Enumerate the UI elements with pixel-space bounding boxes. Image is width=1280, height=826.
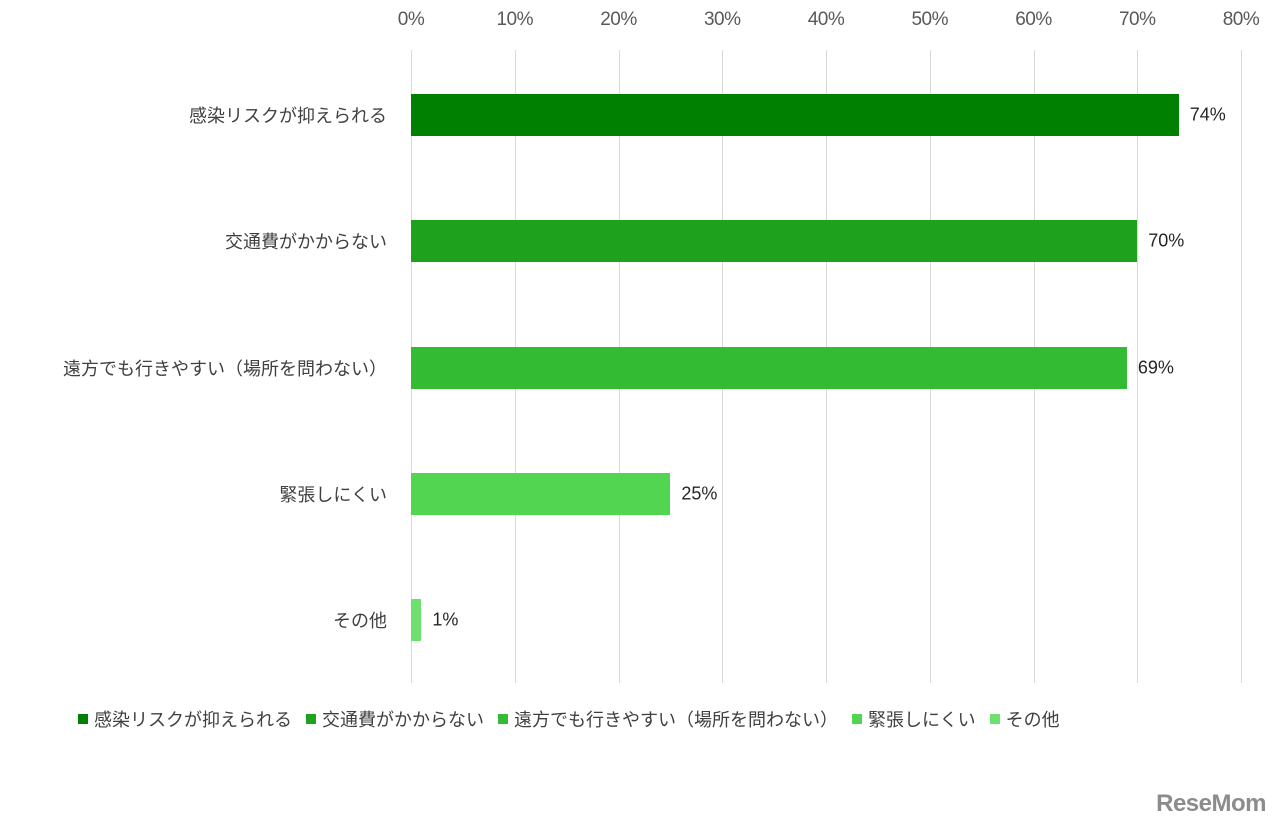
value-label: 69% bbox=[1137, 357, 1174, 378]
legend-label: その他 bbox=[1005, 710, 1060, 731]
legend-label: 感染リスクが抑えられる bbox=[94, 710, 292, 731]
x-tick-label: 70% bbox=[1118, 9, 1156, 30]
bar bbox=[411, 220, 1138, 262]
legend-item: 交通費がかからない bbox=[306, 706, 484, 732]
x-tick-label: 20% bbox=[600, 9, 637, 30]
legend-swatch-icon bbox=[78, 714, 88, 724]
bar bbox=[411, 94, 1179, 136]
chart-legend: 感染リスクが抑えられる 交通費がかからない 遠方でも行きやすい（場所を問わない） 緊張… bbox=[78, 706, 1060, 732]
legend-label: 交通費がかからない bbox=[322, 710, 484, 731]
x-tick-label: 60% bbox=[1015, 9, 1052, 30]
x-tick-label: 80% bbox=[1222, 9, 1260, 30]
value-label: 74% bbox=[1189, 104, 1226, 125]
value-label: 25% bbox=[681, 483, 718, 504]
legend-label: 遠方でも行きやすい（場所を問わない） bbox=[514, 710, 838, 731]
category-label: 交通費がかからない bbox=[225, 232, 387, 253]
legend-item: その他 bbox=[989, 706, 1060, 732]
legend-swatch-icon bbox=[498, 714, 508, 724]
gridline bbox=[1241, 50, 1242, 683]
gridline bbox=[1137, 50, 1138, 683]
x-tick-label: 0% bbox=[397, 9, 425, 30]
x-tick-label: 40% bbox=[807, 9, 845, 30]
category-label: 感染リスクが抑えられる bbox=[189, 106, 387, 127]
legend-item: 感染リスクが抑えられる bbox=[78, 706, 292, 732]
bar bbox=[411, 347, 1127, 389]
x-tick-label: 30% bbox=[703, 9, 741, 30]
category-label: その他 bbox=[333, 611, 387, 632]
bar bbox=[411, 599, 422, 641]
legend-swatch-icon bbox=[989, 714, 1000, 724]
category-label: 遠方でも行きやすい（場所を問わない） bbox=[63, 359, 387, 380]
legend-swatch-icon bbox=[306, 714, 316, 724]
legend-label: 緊張しにくい bbox=[868, 710, 976, 731]
category-label: 緊張しにくい bbox=[279, 485, 387, 506]
resemom-logo: ReseMom bbox=[1156, 790, 1266, 817]
x-tick-label: 10% bbox=[496, 9, 534, 30]
value-label: 70% bbox=[1148, 230, 1185, 251]
legend-item: 緊張しにくい bbox=[852, 706, 976, 732]
bar bbox=[411, 473, 671, 515]
value-label: 1% bbox=[432, 609, 459, 630]
legend-item: 遠方でも行きやすい（場所を問わない） bbox=[498, 706, 838, 732]
x-tick-label: 50% bbox=[911, 9, 949, 30]
legend-swatch-icon bbox=[852, 714, 862, 724]
